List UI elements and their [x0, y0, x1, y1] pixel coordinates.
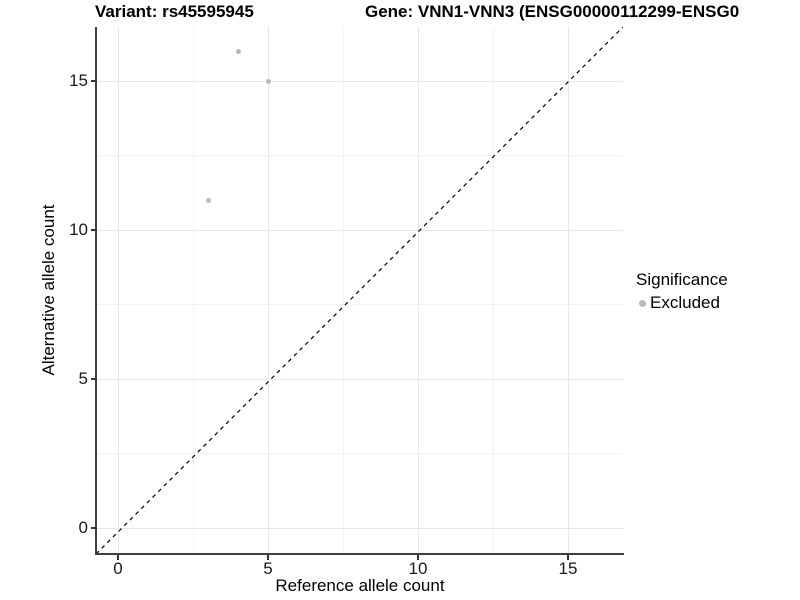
- x-axis-tick: [117, 554, 119, 560]
- legend-title: Significance: [636, 270, 728, 289]
- legend-item-excluded: Excluded: [639, 293, 728, 313]
- gridline-minor-horizontal: [96, 453, 623, 454]
- plot-title-gene: Gene: VNN1-VNN3 (ENSG00000112299-ENSG0: [365, 2, 740, 21]
- gridline-major-horizontal: [96, 527, 623, 529]
- x-tick-label: 0: [113, 559, 123, 578]
- x-axis-tick: [567, 554, 569, 560]
- y-axis-tick: [90, 527, 96, 529]
- gridline-major-vertical: [567, 27, 569, 554]
- gridline-major-vertical: [117, 27, 119, 554]
- gridline-minor-vertical: [342, 27, 344, 554]
- plot-title-variant: Variant: rs45595945: [95, 2, 254, 21]
- x-axis-title: Reference allele count: [0, 576, 720, 596]
- gridline-major-vertical: [417, 27, 419, 554]
- y-axis-tick: [90, 80, 96, 82]
- data-point: [265, 78, 271, 84]
- legend: Significance Excluded: [636, 270, 728, 313]
- y-tick-label: 10: [69, 220, 88, 239]
- y-axis-tick: [90, 229, 96, 231]
- legend-point-icon: [639, 299, 646, 307]
- x-tick-label: 15: [558, 559, 578, 578]
- gridline-major-horizontal: [96, 229, 623, 231]
- data-point: [205, 197, 211, 203]
- identity-dashed-line: [96, 27, 623, 554]
- x-tick-label: 5: [263, 559, 273, 578]
- gridline-major-horizontal: [96, 378, 623, 380]
- y-tick-label: 0: [78, 518, 88, 537]
- x-axis-tick: [417, 554, 419, 560]
- gridline-minor-vertical: [192, 27, 194, 554]
- gridline-major-horizontal: [96, 80, 623, 82]
- data-point: [235, 48, 241, 54]
- x-axis-tick: [267, 554, 269, 560]
- gridline-minor-horizontal: [96, 155, 623, 156]
- gridline-minor-vertical: [492, 27, 494, 554]
- x-tick-label: 10: [408, 559, 428, 578]
- gridline-major-vertical: [267, 27, 269, 554]
- y-tick-label: 15: [69, 71, 88, 90]
- gridline-minor-horizontal: [96, 304, 623, 305]
- y-axis-line: [95, 27, 97, 555]
- plot-panel: [96, 27, 623, 554]
- y-tick-label: 5: [78, 369, 88, 388]
- x-axis-title-text: Reference allele count: [275, 576, 445, 595]
- y-axis-tick: [90, 378, 96, 380]
- legend-item-label: Excluded: [650, 293, 720, 312]
- x-axis-line: [95, 553, 624, 555]
